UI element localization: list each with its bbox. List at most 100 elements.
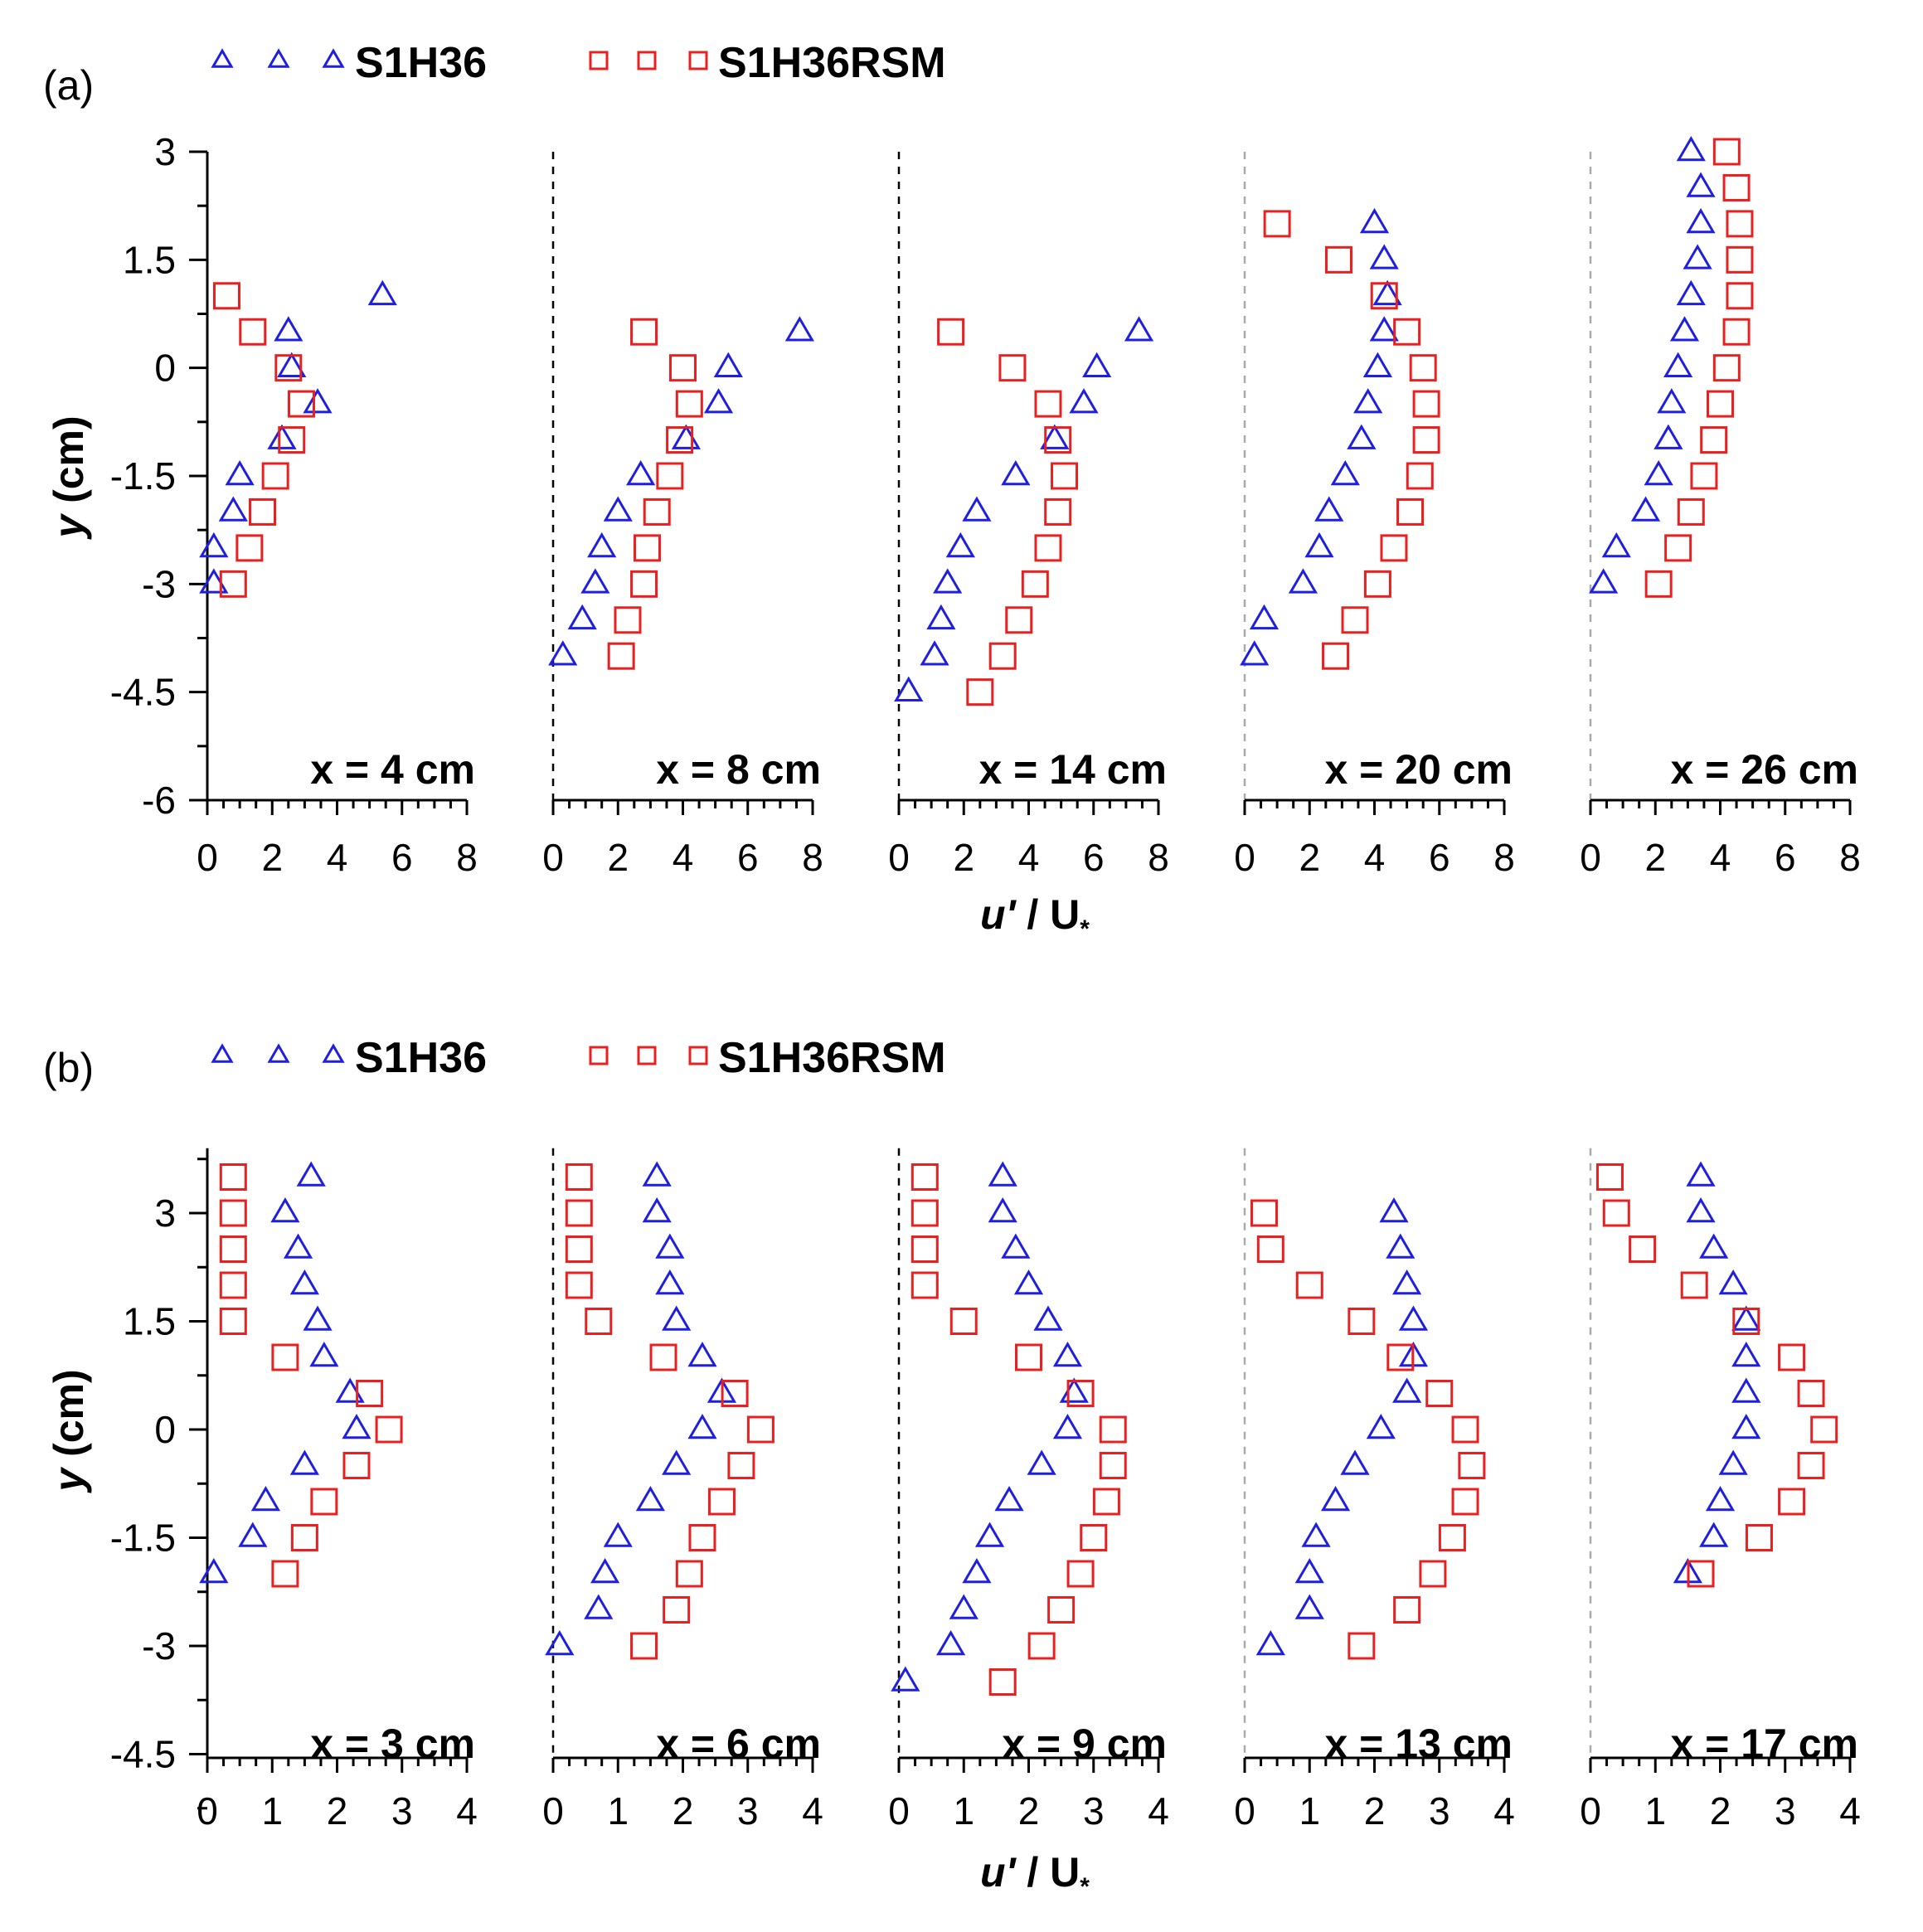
panel-3: 0 1 2 3 4 x = 9 cm — [888, 1148, 1169, 1832]
s1h36-point — [687, 1342, 717, 1367]
s1h36-point — [1330, 460, 1360, 486]
s1h36-point — [933, 568, 963, 594]
s1h36rsm-point — [1092, 1488, 1120, 1516]
s1h36rsm-point — [1412, 390, 1440, 418]
subfigure-a: (a) S1H36 S1H36RSM 3 1.5 0 -1.5 -3 -4.5 -6 y (cm) 0… — [43, 39, 1861, 943]
s1h36rsm-point — [236, 534, 264, 562]
s1h36-point — [1731, 1305, 1761, 1331]
s1h36-point — [225, 460, 255, 486]
x-tick-label: 1 — [1299, 1789, 1320, 1832]
s1h36-point — [567, 604, 597, 630]
s1h36rsm-point — [219, 1235, 247, 1263]
s1h36rsm-point — [1797, 1452, 1825, 1479]
s1h36rsm-point — [1034, 534, 1062, 562]
s1h36-point — [270, 1197, 300, 1223]
s1h36rsm-point — [1324, 245, 1352, 274]
legend-s1h36rsm-marker — [688, 51, 708, 70]
x-tick-label: 1 — [1644, 1789, 1666, 1832]
s1h36-point — [1124, 316, 1154, 342]
x-tick-label: 3 — [1083, 1789, 1105, 1832]
s1h36rsm-point — [1348, 1308, 1376, 1335]
legend-s1h36rsm-marker — [589, 1046, 609, 1066]
x-axis-title: u' / U* — [980, 891, 1090, 943]
s1h36rsm-point — [1726, 245, 1754, 274]
s1h36-point — [1718, 1269, 1748, 1295]
x-tick-label: 8 — [1148, 836, 1169, 879]
legend-s1h36rsm-marker — [637, 1046, 657, 1066]
s1h36-point — [1683, 244, 1712, 269]
s1h36-point — [894, 676, 924, 701]
s1h36rsm-point — [1644, 570, 1673, 598]
s1h36rsm-point — [949, 1308, 978, 1335]
s1h36-point — [626, 460, 656, 486]
x-axis-title: u' / U* — [980, 1849, 1090, 1900]
s1h36rsm-point — [937, 318, 965, 346]
s1h36-point — [662, 1449, 692, 1475]
s1h36-point — [1644, 460, 1673, 486]
s1h36rsm-point — [212, 282, 240, 310]
x-tick-label: 1 — [261, 1789, 283, 1832]
s1h36rsm-point — [633, 534, 661, 562]
s1h36-point — [1686, 1197, 1716, 1223]
s1h36-point — [1731, 1342, 1761, 1367]
legend-s1h36-label: S1H36 — [355, 1034, 487, 1082]
panel-2: 0 1 2 3 4 x = 6 cm — [542, 1148, 823, 1832]
x-tick-label: 2 — [607, 836, 629, 879]
x-tick-label: 4 — [1839, 1789, 1861, 1832]
x-tick-label: 4 — [1710, 836, 1731, 879]
s1h36rsm-point — [219, 570, 247, 598]
s1h36rsm-point — [1409, 354, 1437, 382]
x-tick-label: 6 — [1775, 836, 1796, 879]
x-tick-label: 0 — [542, 1789, 564, 1832]
s1h36rsm-point — [656, 462, 684, 490]
s1h36rsm-point — [911, 1163, 939, 1191]
legend-s1h36-marker — [267, 1043, 290, 1063]
s1h36-point — [642, 1161, 672, 1187]
s1h36-point — [1013, 1269, 1044, 1295]
s1h36rsm-point — [1419, 1560, 1447, 1588]
s1h36-point — [1362, 352, 1393, 377]
s1h36rsm-point — [565, 1271, 593, 1299]
s1h36rsm-point — [375, 1415, 403, 1444]
s1h36-point — [1040, 424, 1070, 449]
s1h36-point — [1294, 1558, 1324, 1584]
y-tick-label: 0 — [154, 1408, 176, 1451]
s1h36-point — [655, 1233, 685, 1259]
x-tick-label: 8 — [1493, 836, 1515, 879]
s1h36-point — [1386, 1233, 1416, 1259]
s1h36-point — [218, 496, 248, 522]
x-tick-label: 0 — [197, 1789, 218, 1832]
s1h36rsm-point — [1629, 1235, 1657, 1263]
s1h36-point — [1653, 424, 1683, 449]
s1h36rsm-point — [649, 1343, 677, 1371]
s1h36rsm-point — [1797, 1380, 1825, 1407]
s1h36rsm-point — [290, 1524, 318, 1551]
s1h36-point — [1379, 1197, 1409, 1223]
panel-title: x = 4 cm — [310, 746, 475, 793]
x-tick-label: 2 — [1710, 1789, 1731, 1832]
s1h36-point — [590, 1558, 620, 1584]
panel-title: x = 17 cm — [1670, 1721, 1858, 1767]
s1h36rsm-point — [911, 1271, 939, 1299]
s1h36-point — [309, 1342, 339, 1367]
s1h36-point — [1663, 352, 1693, 377]
s1h36rsm-point — [1393, 1596, 1421, 1624]
s1h36-point — [342, 1414, 371, 1439]
x-tick-label: 0 — [1580, 1789, 1601, 1832]
s1h36-point — [274, 316, 304, 342]
s1h36rsm-point — [1066, 1380, 1095, 1407]
s1h36rsm-point — [1027, 1632, 1056, 1660]
s1h36-point — [988, 1197, 1017, 1223]
x-tick-label: 2 — [327, 1789, 348, 1832]
s1h36-point — [1731, 1377, 1761, 1403]
s1h36-point — [1082, 352, 1112, 377]
s1h36-point — [926, 604, 956, 630]
s1h36-point — [1699, 1522, 1729, 1547]
y-tick-label: -1.5 — [110, 454, 176, 498]
s1h36rsm-point — [688, 1524, 716, 1551]
panel-title: x = 6 cm — [656, 1721, 821, 1767]
s1h36rsm-point — [219, 1308, 247, 1335]
s1h36rsm-point — [1712, 354, 1741, 382]
s1h36rsm-point — [1406, 462, 1434, 490]
s1h36-point — [1249, 604, 1280, 630]
